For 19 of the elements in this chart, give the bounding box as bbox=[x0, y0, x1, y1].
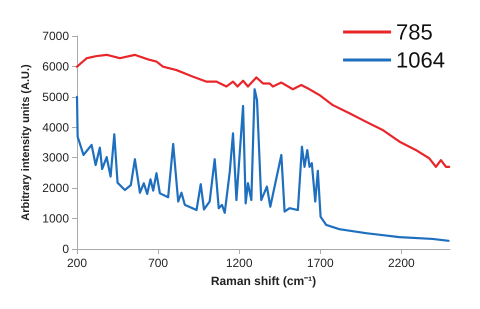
line-series bbox=[76, 54, 450, 168]
y-tick-label: 0 bbox=[62, 242, 70, 256]
y-tick-label: 2000 bbox=[42, 181, 70, 196]
line-series bbox=[76, 88, 450, 242]
y-tick-label: 3000 bbox=[42, 150, 70, 165]
x-axis-title: Raman shift (cm⁻¹) bbox=[210, 274, 316, 288]
x-tick-label: 200 bbox=[66, 256, 88, 270]
y-tick-label: 4000 bbox=[42, 120, 70, 134]
y-tick-label: 1000 bbox=[42, 212, 70, 226]
x-tick-label: 1200 bbox=[226, 256, 253, 270]
legend-label: 785 bbox=[396, 20, 433, 44]
legend-label: 1064 bbox=[396, 48, 446, 72]
y-tick-label: 6000 bbox=[42, 59, 70, 74]
y-tick-label: 7000 bbox=[42, 29, 70, 43]
y-axis-title: Arbitrary intensity units (A.U.) bbox=[20, 64, 32, 221]
y-tick-label: 5000 bbox=[42, 90, 70, 104]
x-tick-label: 2200 bbox=[388, 256, 416, 270]
x-tick-label: 1700 bbox=[306, 256, 334, 270]
x-tick-label: 700 bbox=[148, 256, 168, 270]
